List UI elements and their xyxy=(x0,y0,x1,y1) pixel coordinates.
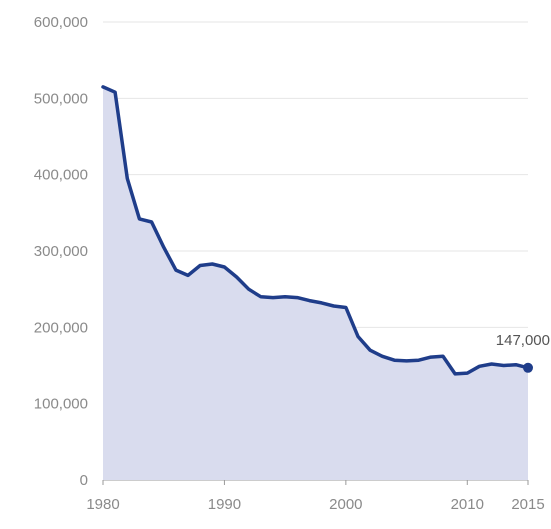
y-tick-label: 0 xyxy=(80,472,88,489)
x-tick-label: 2015 xyxy=(511,496,544,513)
x-tick-label: 2010 xyxy=(451,496,484,513)
x-tick-label: 1990 xyxy=(208,496,241,513)
end-value-label: 147,000 xyxy=(496,332,550,349)
y-tick-label: 600,000 xyxy=(34,14,88,31)
y-tick-label: 500,000 xyxy=(34,90,88,107)
y-tick-label: 100,000 xyxy=(34,396,88,413)
x-tick-label: 1980 xyxy=(86,496,119,513)
x-tick-label: 2000 xyxy=(329,496,362,513)
y-tick-label: 200,000 xyxy=(34,319,88,336)
series-line xyxy=(101,85,530,376)
series-area-fill xyxy=(103,86,528,481)
y-tick-label: 400,000 xyxy=(34,167,88,184)
area-layer xyxy=(101,85,530,481)
y-axis: 0 100,000 200,000 300,000 400,000 500,000 600,… xyxy=(34,14,88,489)
y-tick-label: 300,000 xyxy=(34,243,88,260)
x-axis: 1980 1990 2000 2010 2015 xyxy=(86,480,545,513)
annotations: 147,000 xyxy=(496,332,550,373)
end-point-marker xyxy=(523,362,533,373)
